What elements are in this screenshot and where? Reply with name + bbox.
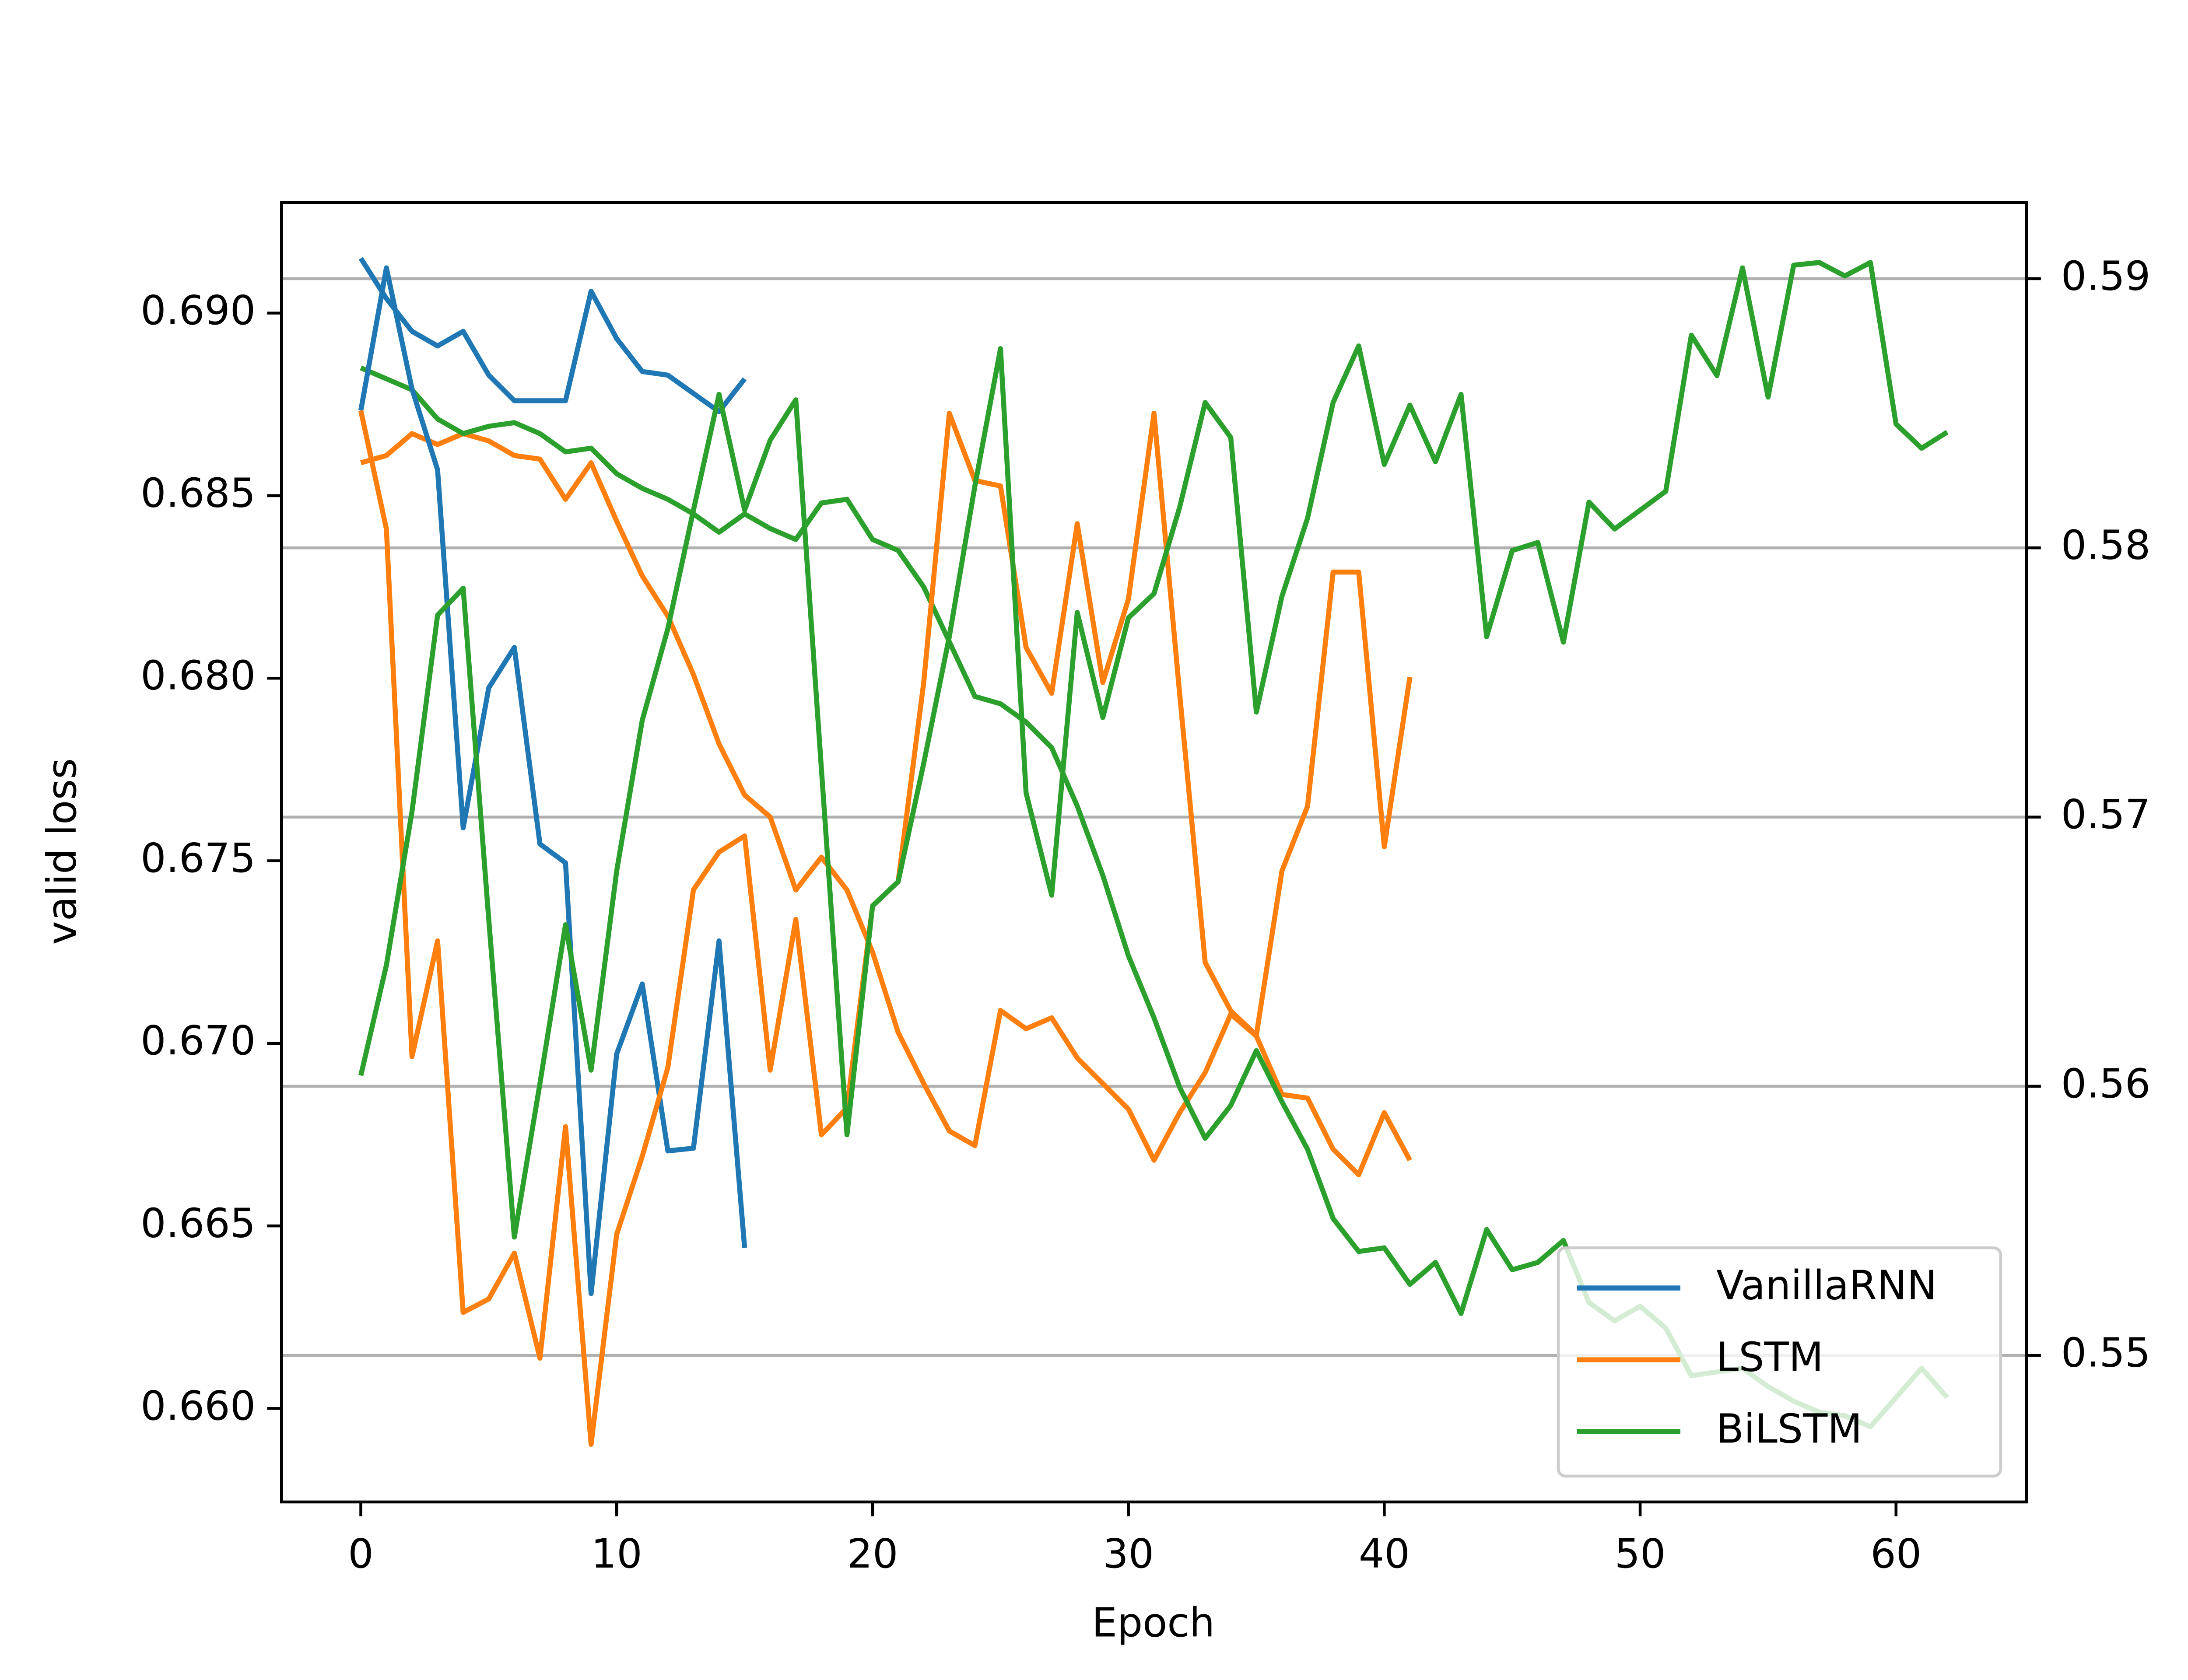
plot-frame — [280, 201, 2028, 1504]
legend-label: LSTM — [1716, 1334, 1823, 1380]
x-tick-label: 60 — [1870, 1530, 1922, 1577]
y2-tick-label: 0.57 — [2061, 791, 2151, 838]
y-tick-label: 0.660 — [140, 1382, 256, 1429]
x-tick-label: 0 — [348, 1530, 373, 1577]
y2-tick-label: 0.58 — [2061, 522, 2151, 569]
axes: 0 10 20 30 40 50 60 0.660 0.665 0.670 0.675 0.680 0.… — [140, 252, 2150, 1577]
x-tick-label: 30 — [1103, 1530, 1154, 1577]
y-tick-label: 0.665 — [140, 1200, 256, 1246]
series-line — [358, 260, 1949, 1240]
legend-label: BiLSTM — [1716, 1406, 1862, 1452]
series-line — [358, 257, 747, 414]
y2-tick-label: 0.55 — [2061, 1330, 2151, 1376]
x-tick-label: 10 — [591, 1530, 642, 1577]
x-tick-label: 50 — [1615, 1530, 1666, 1577]
y-tick-label: 0.685 — [140, 469, 256, 516]
x-tick-label: 20 — [847, 1530, 898, 1577]
y-axis-label: valid loss — [39, 758, 85, 945]
legend-label: VanillaRNN — [1716, 1262, 1937, 1309]
y2-lines — [358, 260, 1949, 1447]
series-line — [358, 265, 747, 1296]
y-tick-label: 0.680 — [140, 652, 256, 699]
y-tick-label: 0.690 — [140, 287, 256, 334]
legend: VanillaRNN LSTM BiLSTM — [1557, 1246, 2002, 1478]
legend-box — [1557, 1246, 2002, 1478]
x-tick-label: 40 — [1359, 1530, 1410, 1577]
y-tick-label: 0.675 — [140, 835, 256, 882]
y2-axis-label: valid acc — [2186, 763, 2188, 941]
y2-tick-label: 0.56 — [2061, 1060, 2151, 1107]
x-axis-label: Epoch — [1092, 1600, 1215, 1646]
y2-tick-label: 0.59 — [2061, 252, 2151, 299]
y-tick-label: 0.670 — [140, 1017, 256, 1064]
